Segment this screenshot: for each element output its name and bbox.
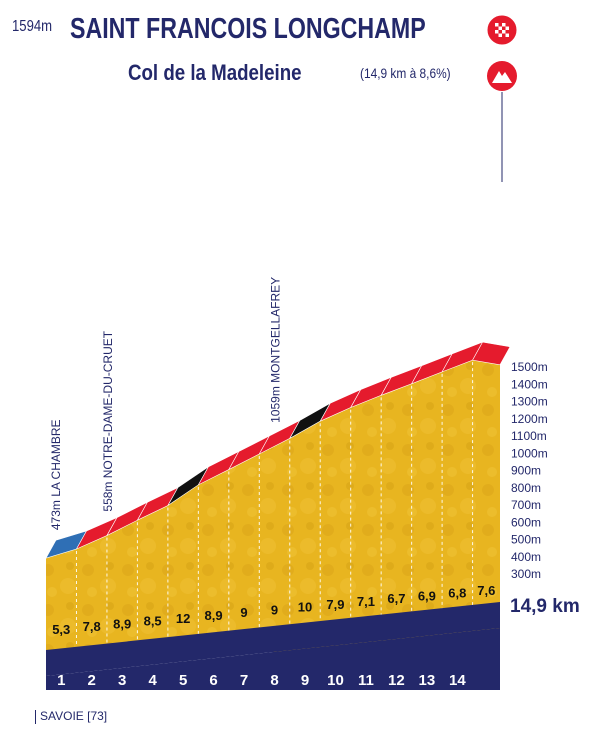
waypoint-label: 1059m MONTGELLAFREY — [268, 277, 282, 423]
total-distance-label: 14,9 km — [510, 596, 580, 617]
km-marker-label: 14 — [449, 672, 466, 689]
km-marker-label: 11 — [358, 672, 374, 689]
waypoint-label: 558m NOTRE-DAME-DU-CRUET — [101, 330, 115, 511]
altitude-tick-label: 1200m — [511, 412, 548, 426]
gradient-label: 9 — [271, 602, 278, 617]
gradient-label: 7,9 — [326, 597, 344, 612]
altitude-tick-label: 1500m — [511, 360, 548, 374]
altitude-tick-label: 700m — [511, 498, 541, 512]
km-marker-label: 3 — [118, 672, 126, 689]
altitude-tick-label: 900m — [511, 464, 541, 478]
climb-details: (14,9 km à 8,6%) — [360, 65, 451, 81]
road-segment-km-15 — [472, 341, 511, 366]
footer-divider — [35, 709, 36, 724]
km-marker-label: 8 — [270, 672, 278, 689]
gradient-label: 8,5 — [144, 614, 162, 629]
mountain-summit-icon — [487, 61, 517, 91]
km-marker-label: 4 — [148, 672, 157, 689]
gradient-label: 7,6 — [477, 583, 495, 598]
waypoint-label: 473m LA CHAMBRE — [49, 419, 63, 530]
gradient-label: 6,7 — [387, 591, 405, 606]
summit-name: SAINT FRANCOIS LONGCHAMP — [70, 13, 426, 45]
gradient-label: 6,9 — [418, 588, 436, 603]
gradient-label: 12 — [176, 611, 190, 626]
gradient-label: 8,9 — [205, 608, 223, 623]
km-marker-label: 5 — [179, 672, 187, 689]
region-label: SAVOIE [73] — [40, 709, 108, 723]
gradient-label: 7,8 — [83, 619, 101, 634]
altitude-tick-label: 1100m — [511, 429, 547, 443]
gradient-label: 6,8 — [448, 586, 466, 601]
title-row: 1594m SAINT FRANCOIS LONGCHAMP — [12, 13, 426, 48]
gradient-label: 8,9 — [113, 616, 131, 631]
region-footer: SAVOIE [73] — [35, 709, 107, 724]
checkered-flag-icon — [486, 14, 518, 46]
altitude-tick-label: 500m — [511, 533, 541, 547]
gradient-label: 9 — [240, 605, 247, 620]
altitude-tick-label: 1300m — [511, 395, 548, 409]
climb-name: Col de la Madeleine — [128, 60, 302, 85]
altitude-tick-label: 600m — [511, 515, 541, 529]
km-marker-label: 7 — [240, 672, 248, 689]
km-marker-label: 12 — [388, 672, 405, 689]
km-marker-label: 1 — [57, 672, 65, 689]
altitude-tick-label: 1400m — [511, 377, 548, 391]
km-marker-label: 6 — [209, 672, 217, 689]
altitude-tick-label: 800m — [511, 481, 541, 495]
km-marker-label: 2 — [88, 672, 96, 689]
gradient-label: 5,3 — [52, 622, 70, 637]
altitude-tick-label: 300m — [511, 567, 541, 581]
distance-band-face — [46, 628, 500, 690]
km-marker-label: 9 — [301, 672, 309, 689]
gradient-label: 10 — [298, 600, 312, 615]
summit-altitude: 1594m — [12, 18, 53, 35]
terrain-area — [46, 360, 500, 652]
altitude-tick-label: 400m — [511, 550, 541, 564]
gradient-label: 7,1 — [357, 594, 375, 609]
climb-row: Col de la Madeleine (14,9 km à 8,6%) — [128, 60, 451, 86]
distance-band — [46, 602, 500, 676]
altitude-tick-label: 1000m — [511, 446, 548, 460]
chart-layer: 5,3 7,8 8,9 8,5 12 8,9 9 9 10 7,9 7,1 6,7 6,9 6,8 7,61… — [45, 277, 580, 690]
km-marker-label: 10 — [327, 672, 344, 689]
km-marker-label: 13 — [419, 672, 436, 689]
